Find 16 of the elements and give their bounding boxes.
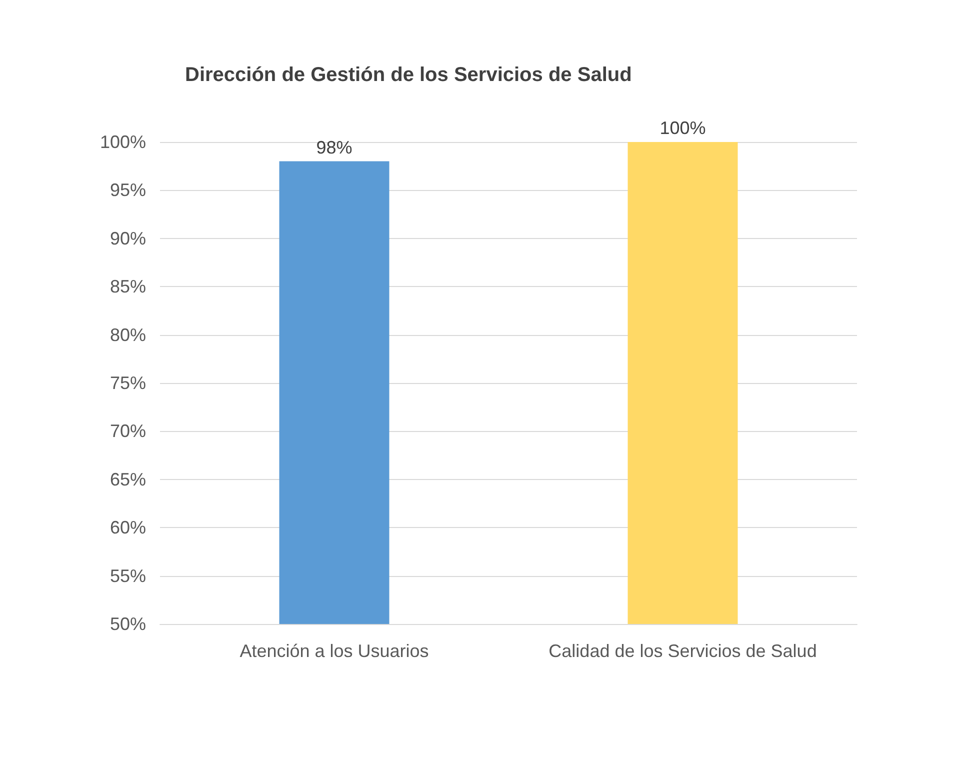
data-label: 98% — [316, 137, 352, 158]
y-tick-label: 55% — [110, 566, 146, 586]
y-tick-label: 70% — [110, 421, 146, 442]
chart-title: Dirección de Gestión de los Servicios de Salud — [185, 64, 632, 86]
y-tick-label: 85% — [110, 276, 146, 297]
data-label: 100% — [660, 118, 706, 138]
y-tick-label: 65% — [110, 469, 146, 490]
y-tick-label: 95% — [110, 180, 146, 200]
y-tick-label: 100% — [100, 132, 146, 152]
y-tick-label: 60% — [110, 518, 146, 538]
y-tick-label: 80% — [110, 324, 146, 345]
y-tick-label: 50% — [110, 614, 146, 634]
x-tick-label: Calidad de los Servicios de Salud — [548, 641, 817, 661]
y-tick-label: 90% — [110, 228, 146, 248]
x-tick-label: Atención a los Usuarios — [240, 641, 429, 661]
y-tick-label: 75% — [110, 373, 146, 393]
